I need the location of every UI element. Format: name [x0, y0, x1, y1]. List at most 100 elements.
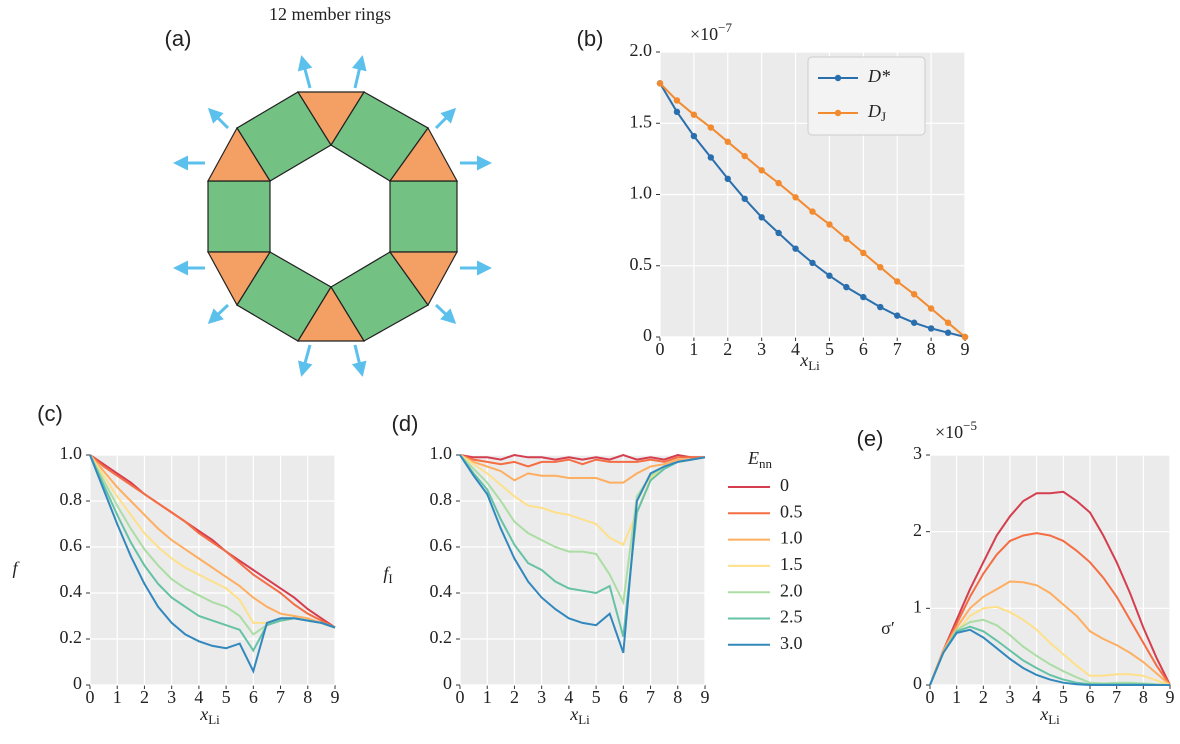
data-point	[843, 283, 850, 291]
series-line	[89, 454, 336, 629]
data-point	[877, 263, 884, 271]
data-point	[944, 329, 952, 336]
data-point	[775, 229, 782, 237]
panel-label: (d)	[392, 411, 419, 436]
x-tick-label: 5	[825, 339, 834, 359]
x-tick-label: 4	[194, 687, 203, 707]
y-tick-label: 1	[913, 596, 922, 616]
data-point	[792, 245, 799, 252]
legend-label: 1.5	[780, 554, 803, 574]
diagram-title: 12 member rings	[269, 4, 391, 24]
y-axis-label-sub: I	[388, 571, 392, 586]
series-line	[459, 454, 706, 654]
data-point	[758, 214, 765, 221]
x-tick-label: 3	[167, 687, 176, 707]
y-tick-label: 1.0	[60, 443, 83, 463]
x-tick-label: 1	[952, 687, 961, 707]
scale-base: ×10	[935, 422, 963, 442]
data-point	[927, 325, 935, 332]
x-tick-label: 2	[510, 687, 519, 707]
data-point	[843, 235, 850, 242]
y-tick-label: 0.8	[60, 489, 83, 509]
x-tick-label: 7	[893, 339, 902, 359]
data-point	[690, 132, 698, 140]
legend-label: 0.5	[780, 501, 803, 521]
series-line	[89, 454, 336, 629]
x-tick-label: 6	[1086, 687, 1095, 707]
x-axis-label-main: x	[1039, 704, 1048, 724]
x-tick-label: 7	[276, 687, 285, 707]
x-tick-label: 0	[926, 687, 935, 707]
x-tick-label: 3	[537, 687, 546, 707]
x-tick-label: 8	[673, 687, 682, 707]
axis-scale: ×10−7	[690, 20, 732, 44]
y-axis-label-main: f	[12, 558, 20, 578]
y-tick-label: 0	[443, 673, 452, 693]
scale-exponent: −7	[718, 20, 732, 35]
x-tick-label: 7	[1112, 687, 1121, 707]
x-axis-label-sub: Li	[208, 712, 220, 727]
x-tick-label: 2	[723, 339, 732, 359]
series-line	[459, 454, 705, 468]
x-axis-label: xLi	[569, 704, 590, 727]
data-point	[910, 291, 918, 298]
x-tick-label: 6	[249, 687, 258, 707]
y-tick-label: 0.4	[60, 581, 83, 601]
data-point	[961, 333, 969, 341]
series-line	[459, 454, 706, 637]
data-point	[894, 312, 901, 319]
data-point	[758, 167, 765, 174]
x-tick-label: 9	[1166, 687, 1175, 707]
y-tick-label: 0	[913, 673, 922, 693]
legend-box	[807, 56, 926, 136]
legend-label-sub: J	[881, 109, 886, 124]
y-tick-label: 2.0	[630, 40, 653, 60]
data-point	[860, 249, 867, 257]
y-axis-label: f	[12, 558, 20, 578]
y-tick-label: 0.5	[630, 254, 653, 274]
legend-swatch-dot	[834, 109, 842, 117]
x-axis-label: xLi	[799, 350, 820, 373]
legend-label: 3.0	[780, 633, 803, 653]
y-tick-label: 3	[913, 443, 922, 463]
panel-label: (c)	[37, 401, 63, 426]
x-tick-label: 5	[592, 687, 601, 707]
x-tick-label: 6	[619, 687, 628, 707]
legend-label-main: D*	[867, 66, 890, 86]
legend-label-main: D	[867, 101, 881, 121]
x-tick-label: 5	[1059, 687, 1068, 707]
x-axis-label-sub: Li	[808, 358, 820, 373]
panel-label: (a)	[165, 26, 192, 51]
x-axis-label-sub: Li	[578, 712, 590, 727]
data-point	[673, 108, 681, 116]
series-line	[929, 490, 1171, 686]
y-axis-label: fI	[383, 563, 392, 586]
scale-base: ×10	[690, 24, 718, 44]
y-tick-label: 0.6	[60, 535, 83, 555]
y-tick-label: 0.6	[430, 535, 453, 555]
x-tick-label: 6	[859, 339, 868, 359]
ring-diagram	[206, 91, 459, 342]
x-tick-label: 3	[757, 339, 766, 359]
y-axis-label-main: σ′	[881, 618, 895, 638]
data-point	[775, 179, 782, 187]
y-tick-label: 1.5	[630, 111, 653, 131]
data-point	[724, 175, 731, 183]
x-tick-label: 1	[483, 687, 492, 707]
series-line	[929, 618, 1171, 686]
legend-label: DJ	[867, 101, 886, 124]
legend-label: 1.0	[780, 528, 803, 548]
x-tick-label: 2	[140, 687, 149, 707]
x-axis-label-sub: Li	[1048, 712, 1060, 727]
y-axis-label-main: f	[383, 563, 391, 583]
x-tick-label: 9	[701, 687, 710, 707]
data-point	[809, 208, 816, 215]
x-tick-label: 0	[86, 687, 95, 707]
plot-area	[90, 455, 335, 685]
y-tick-label: 0	[73, 673, 82, 693]
y-tick-label: 0.2	[60, 627, 83, 647]
plot-area	[460, 455, 705, 685]
y-tick-label: 0.4	[430, 581, 453, 601]
x-axis-label: xLi	[1039, 704, 1060, 727]
data-point	[927, 305, 935, 312]
